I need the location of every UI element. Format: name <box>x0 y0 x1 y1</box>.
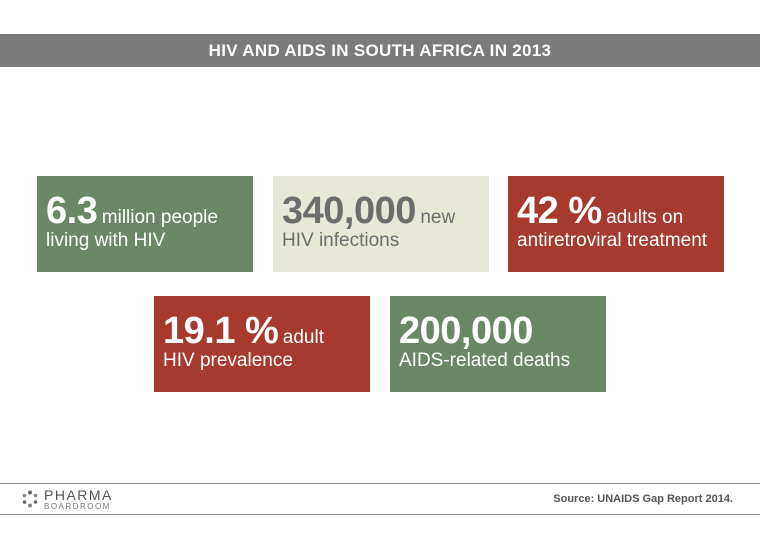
stat-suffix: new <box>420 207 456 228</box>
logo-wordmark-boardroom: BOARDROOM <box>44 501 111 511</box>
stat-value: 340,000 <box>282 190 416 232</box>
page-title: HIV AND AIDS IN SOUTH AFRICA IN 2013 <box>208 40 552 60</box>
stat-card-new-infections: 340,000 new HIV infections <box>273 176 489 272</box>
stat-card-people-living-with-hiv: 6.3 million people living with HIV <box>37 176 253 272</box>
stat-suffix: adult <box>282 327 324 348</box>
stat-card-adults-on-treatment: 42 % adults on antiretroviral treatment <box>508 176 724 272</box>
logo-dots-icon <box>22 490 38 508</box>
title-banner: HIV AND AIDS IN SOUTH AFRICA IN 2013 <box>0 34 760 67</box>
footer-divider-top <box>0 483 760 484</box>
stat-suffix: million people <box>101 207 218 228</box>
stat-description: HIV prevalence <box>163 350 293 371</box>
stat-description: living with HIV <box>46 230 166 251</box>
footer-divider-bottom <box>0 514 760 515</box>
stat-suffix: adults on <box>606 207 684 228</box>
stat-value: 200,000 <box>399 310 533 352</box>
pharmaboardroom-logo: PHARMA BOARDROOM <box>21 487 113 511</box>
stat-description: HIV infections <box>282 230 400 251</box>
source-note: Source: UNAIDS Gap Report 2014. <box>553 493 733 505</box>
stat-value: 19.1 % <box>163 310 279 352</box>
stat-value: 6.3 <box>46 190 98 232</box>
stat-description: AIDS-related deaths <box>399 350 571 371</box>
stat-card-hiv-prevalence: 19.1 % adult HIV prevalence <box>154 296 370 392</box>
stat-card-aids-deaths: 200,000 AIDS-related deaths <box>390 296 606 392</box>
stat-description: antiretroviral treatment <box>517 230 708 251</box>
stat-value: 42 % <box>517 190 602 232</box>
logo-wordmark-pharma: PHARMA <box>44 486 113 503</box>
